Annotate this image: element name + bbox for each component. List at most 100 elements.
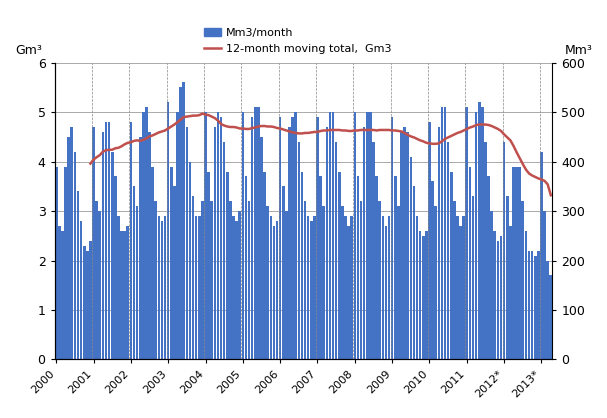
Text: Mm³: Mm³ bbox=[565, 44, 592, 57]
Bar bbox=[83, 246, 86, 359]
Bar bbox=[239, 211, 241, 359]
Bar bbox=[183, 82, 185, 359]
Bar bbox=[382, 216, 384, 359]
Bar bbox=[375, 176, 378, 359]
Bar bbox=[400, 132, 403, 359]
Bar bbox=[108, 122, 110, 359]
Bar bbox=[86, 251, 89, 359]
Bar bbox=[394, 176, 396, 359]
Bar bbox=[133, 186, 135, 359]
Bar bbox=[117, 216, 120, 359]
Bar bbox=[540, 152, 543, 359]
Bar bbox=[248, 201, 250, 359]
Bar bbox=[158, 216, 160, 359]
Bar bbox=[208, 171, 210, 359]
Bar bbox=[189, 162, 191, 359]
Bar bbox=[338, 171, 341, 359]
Bar bbox=[310, 221, 313, 359]
Bar bbox=[251, 117, 254, 359]
Bar bbox=[76, 191, 80, 359]
Bar bbox=[232, 216, 235, 359]
Bar bbox=[347, 226, 350, 359]
Bar bbox=[363, 127, 365, 359]
Bar bbox=[518, 166, 521, 359]
Bar bbox=[353, 112, 356, 359]
Bar bbox=[503, 142, 506, 359]
Bar bbox=[416, 216, 418, 359]
Bar bbox=[186, 127, 188, 359]
Bar bbox=[217, 112, 219, 359]
Bar bbox=[276, 221, 279, 359]
Bar bbox=[291, 117, 294, 359]
Bar bbox=[487, 176, 490, 359]
Bar bbox=[154, 201, 157, 359]
Bar bbox=[385, 226, 387, 359]
Bar bbox=[497, 241, 499, 359]
Bar bbox=[456, 216, 459, 359]
Bar bbox=[176, 112, 179, 359]
Bar bbox=[220, 117, 222, 359]
Bar bbox=[161, 221, 163, 359]
Bar bbox=[95, 201, 98, 359]
Bar bbox=[170, 166, 172, 359]
Bar bbox=[198, 216, 200, 359]
Bar bbox=[257, 107, 260, 359]
Bar bbox=[366, 112, 368, 359]
Bar bbox=[521, 201, 524, 359]
Bar bbox=[313, 216, 316, 359]
Bar bbox=[173, 186, 175, 359]
Bar bbox=[279, 117, 282, 359]
Bar bbox=[512, 166, 515, 359]
Bar bbox=[201, 201, 204, 359]
Bar bbox=[534, 255, 537, 359]
Bar bbox=[472, 196, 474, 359]
Bar bbox=[148, 132, 151, 359]
Bar bbox=[304, 201, 307, 359]
Bar bbox=[450, 171, 453, 359]
Bar bbox=[211, 201, 213, 359]
Bar bbox=[425, 231, 428, 359]
Bar bbox=[101, 132, 104, 359]
Bar bbox=[92, 127, 95, 359]
Bar bbox=[73, 152, 76, 359]
Bar bbox=[515, 166, 518, 359]
Bar bbox=[438, 127, 440, 359]
Bar bbox=[369, 112, 371, 359]
Bar bbox=[444, 107, 446, 359]
Bar bbox=[357, 176, 359, 359]
Bar bbox=[428, 122, 431, 359]
Bar bbox=[493, 231, 496, 359]
Bar bbox=[500, 236, 503, 359]
Bar bbox=[332, 112, 334, 359]
Bar bbox=[527, 251, 531, 359]
Bar bbox=[391, 117, 393, 359]
Bar bbox=[192, 196, 194, 359]
Bar bbox=[61, 231, 64, 359]
Bar bbox=[151, 166, 154, 359]
Bar bbox=[266, 206, 269, 359]
Bar bbox=[509, 226, 512, 359]
Bar bbox=[469, 166, 471, 359]
Bar bbox=[89, 241, 92, 359]
Legend: Mm3/month, 12-month moving total,  Gm3: Mm3/month, 12-month moving total, Gm3 bbox=[200, 24, 396, 58]
Bar bbox=[70, 127, 73, 359]
Bar bbox=[419, 231, 421, 359]
Bar bbox=[288, 127, 291, 359]
Bar bbox=[145, 107, 148, 359]
Bar bbox=[111, 152, 114, 359]
Bar bbox=[484, 142, 487, 359]
Bar bbox=[328, 112, 331, 359]
Bar bbox=[403, 127, 406, 359]
Bar bbox=[546, 260, 549, 359]
Bar bbox=[263, 171, 266, 359]
Bar bbox=[114, 176, 117, 359]
Bar bbox=[344, 216, 347, 359]
Bar bbox=[223, 142, 225, 359]
Bar bbox=[537, 251, 540, 359]
Bar bbox=[388, 216, 390, 359]
Bar bbox=[285, 211, 288, 359]
Bar bbox=[335, 142, 337, 359]
Bar bbox=[55, 166, 58, 359]
Bar bbox=[229, 201, 232, 359]
Bar bbox=[543, 211, 546, 359]
